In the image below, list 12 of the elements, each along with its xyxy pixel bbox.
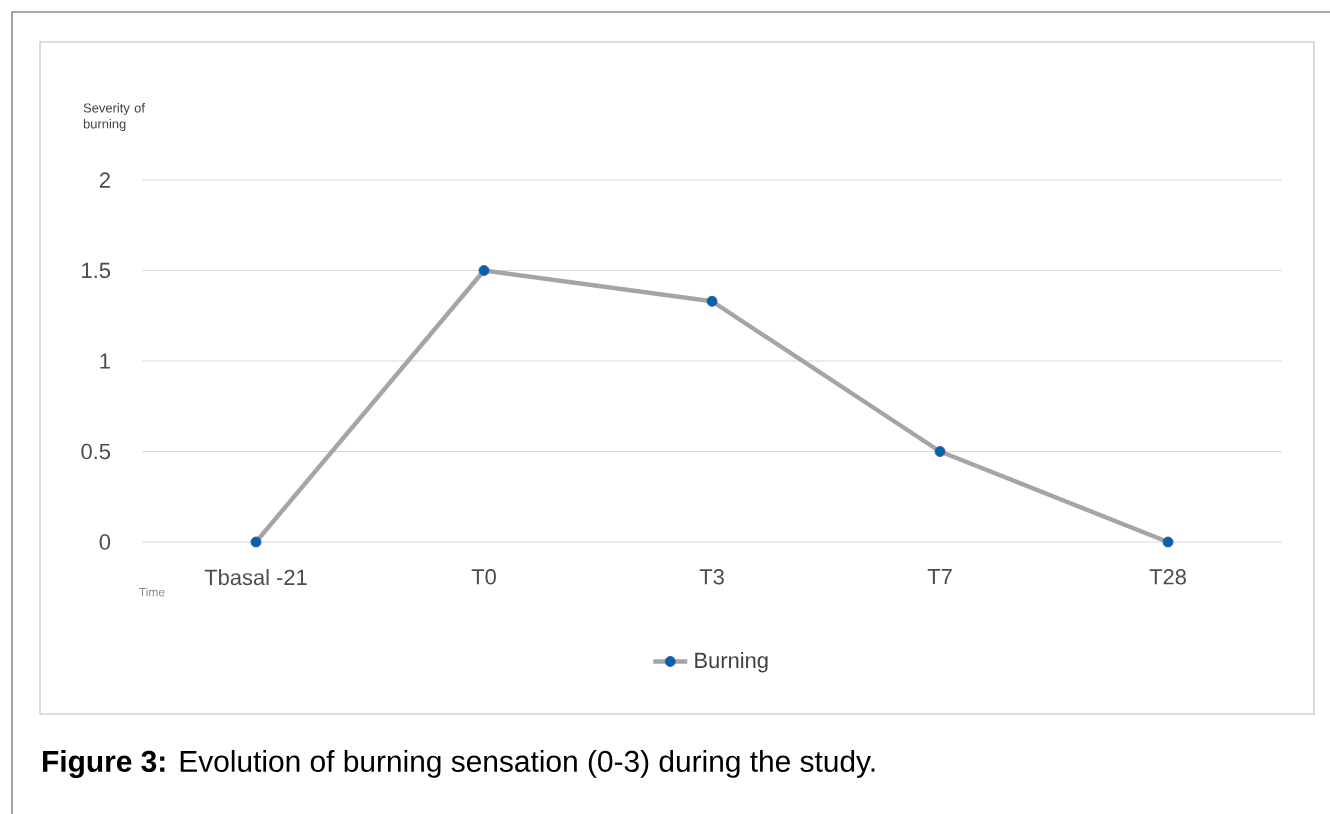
- y-tick-label: 2: [99, 172, 110, 188]
- y-tick-label: 0.5: [81, 443, 111, 460]
- x-tick-label: Tbasal -21: [204, 569, 307, 586]
- x-tick-label: T3: [699, 569, 724, 585]
- y-tick-label: 1.5: [82, 262, 111, 279]
- text: Figure 3: Evolution of burning sensation (0-3) during the study.: [43, 750, 875, 779]
- x-tick-label: T0: [471, 569, 496, 585]
- x-tick-label: T7: [927, 569, 952, 585]
- x-tick-label: T28: [1149, 569, 1186, 585]
- legend-label: Burning: [695, 652, 768, 673]
- y-tick-label: 0: [99, 534, 111, 550]
- y-tick-label: 1: [100, 353, 110, 369]
